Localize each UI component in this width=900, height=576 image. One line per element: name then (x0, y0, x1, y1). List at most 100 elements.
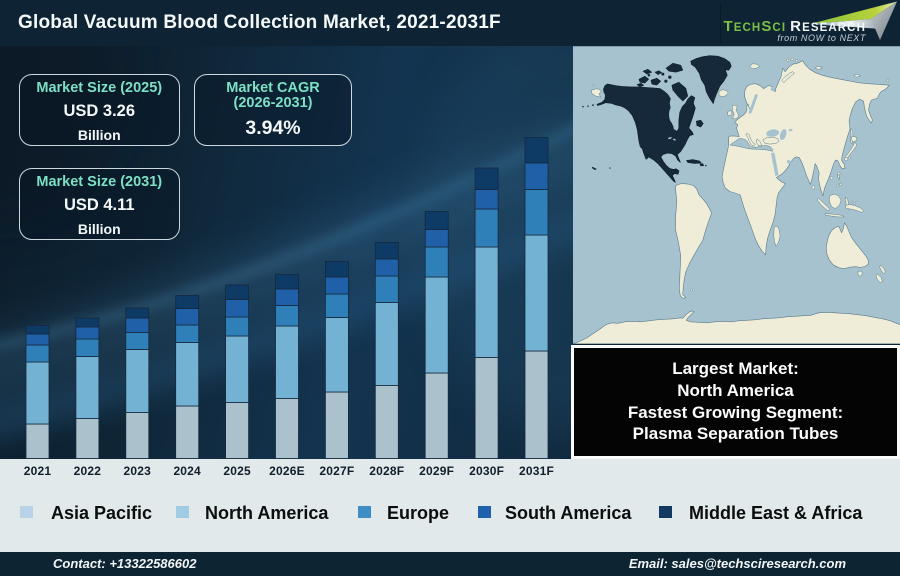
map-landmass (685, 159, 702, 164)
bar-segment (374, 385, 399, 459)
bar-segment (424, 246, 449, 278)
bar-segment (25, 344, 50, 363)
map-landmass (772, 225, 780, 247)
logo-text: TECHSCI RESEARCH from NOW to NEXT (723, 18, 866, 43)
x-axis-label: 2023 (123, 463, 152, 478)
card-value: USD 4.11 (63, 196, 135, 214)
bar-segment (25, 333, 50, 346)
map-landmass (695, 119, 704, 128)
legend-swatch (176, 505, 189, 518)
legend-swatch (478, 505, 491, 518)
card-market-cagr: Market CAGR (2026-2031) 3.94% (194, 74, 352, 146)
map-landmass (836, 173, 840, 180)
card-value: USD 3.26 (63, 102, 136, 120)
logo-divider (720, 3, 721, 43)
map-landmass (878, 265, 886, 275)
arrow-silver-wing (810, 19, 881, 29)
map-landmass (761, 136, 779, 145)
map-landmass (780, 71, 795, 83)
bar-segment (275, 398, 299, 459)
highlight-box: Largest Market: North America Fastest Grow… (571, 344, 900, 459)
bar-segment (125, 349, 150, 413)
logo-brand: TECHSCI RESEARCH (723, 18, 866, 35)
bar-segment (474, 246, 499, 358)
logo-tagline: from NOW to NEXT (777, 32, 866, 43)
bar-segment (75, 326, 100, 340)
bar-segment (374, 258, 399, 277)
arrow-green-wing (810, 1, 897, 24)
map-landmass (744, 132, 755, 147)
bar-segment (524, 350, 549, 459)
bar-segment (225, 335, 250, 403)
bar-segment (524, 189, 549, 236)
map-landmass (875, 273, 883, 284)
card-market-size-2025: Market Size (2025) USD 3.26 Billion (18, 74, 180, 146)
bar-segment (474, 357, 499, 459)
world-map (572, 46, 900, 344)
x-axis-label: 2028F (369, 463, 405, 478)
header-bar: Global Vacuum Blood Collection Market, 2… (0, 0, 900, 46)
corner-shadow (0, 46, 140, 226)
card-unit: Billion (77, 220, 121, 237)
legend-label: Asia Pacific (51, 502, 153, 523)
bar-segment (175, 405, 200, 459)
bar-segment (524, 162, 549, 190)
bar-segment (324, 391, 349, 459)
map-landmass (572, 310, 900, 344)
bar-segment (324, 276, 349, 295)
map-landmass (813, 65, 823, 70)
map-landmass (642, 68, 652, 75)
map-landmass (636, 82, 644, 88)
map-landmass (690, 55, 732, 104)
bar-segment (424, 211, 449, 230)
legend-swatch (659, 505, 672, 518)
legend-label: Europe (387, 502, 450, 523)
highlight-line: Fastest Growing Segment: (627, 402, 844, 422)
bar-segment (125, 317, 150, 333)
bar-segment (175, 324, 200, 343)
logo-brand-techsci: TECHSCI (723, 18, 787, 35)
techsci-logo: TECHSCI RESEARCH from NOW to NEXT (720, 0, 900, 46)
map-landmass (825, 222, 869, 269)
bar-segment (125, 307, 150, 319)
card-market-size-2031: Market Size (2031) USD 4.11 Billion (18, 168, 180, 240)
map-landmass (671, 81, 688, 102)
bar-segment (225, 402, 250, 459)
x-axis-label: 2030F (469, 463, 505, 478)
highlight-line: North America (677, 380, 794, 400)
bar-segment (374, 242, 399, 260)
map-landmass (850, 135, 857, 143)
card-unit: Billion (77, 126, 121, 143)
map-landmass (674, 183, 712, 299)
map-landmass (857, 270, 863, 277)
bar-segment (125, 332, 150, 350)
x-axis-label: 2025 (223, 463, 251, 478)
map-landmass (590, 88, 602, 98)
map-landmass (748, 63, 760, 69)
logo-brand-research: RESEARCH (790, 18, 866, 35)
paper-plane-arrow-icon (810, 1, 897, 40)
bar-segment (175, 295, 200, 309)
map-landmass (726, 110, 732, 117)
bar-segment (275, 274, 299, 290)
footer-email: Email: sales@techsciresearch.com (628, 555, 846, 571)
bar-segment (275, 288, 299, 306)
bar-segment (374, 275, 399, 303)
bar-segment (275, 325, 299, 399)
bar-segment (424, 276, 449, 374)
map-landmass (755, 138, 762, 147)
map-landmass (638, 75, 649, 84)
bar-segment (474, 167, 499, 190)
highlight-line: Largest Market: (672, 359, 799, 379)
map-landmass (729, 138, 773, 152)
bar-segment (324, 261, 349, 278)
bar-segment (75, 356, 100, 419)
map-landmass (654, 70, 662, 75)
map-landmass (665, 62, 683, 73)
bar-segment (25, 325, 50, 335)
x-axis-label: 2022 (73, 463, 102, 478)
legend-swatch (358, 505, 371, 518)
footer-bar: Contact: +13322586602 Email: sales@techs… (0, 551, 900, 576)
x-axis-label: 2026E (269, 463, 305, 478)
